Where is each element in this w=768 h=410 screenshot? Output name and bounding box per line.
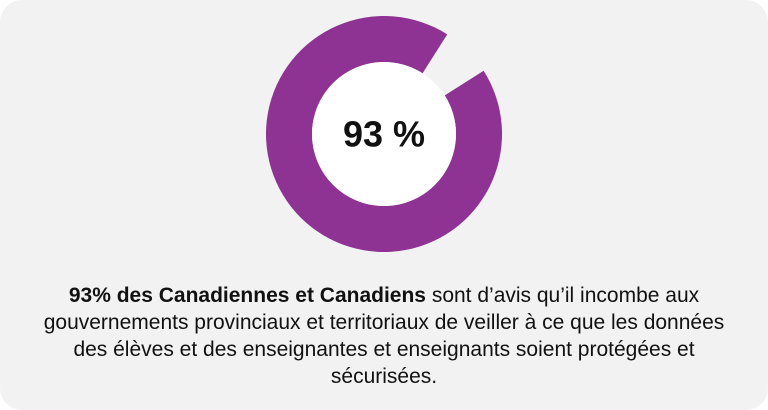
- donut-chart: 93 %: [266, 16, 502, 252]
- center-percentage: 93 %: [343, 114, 425, 155]
- caption: 93% des Canadiennes et Canadiens sont d’…: [40, 282, 728, 390]
- caption-text: sont d’avis qu’il incombe aux gouverneme…: [43, 284, 725, 388]
- donut-segment-filled: [266, 16, 502, 252]
- donut-svg: 93 %: [266, 16, 502, 252]
- donut-hole: [312, 62, 456, 206]
- caption-highlight: 93% des Canadiennes et Canadiens: [68, 284, 426, 307]
